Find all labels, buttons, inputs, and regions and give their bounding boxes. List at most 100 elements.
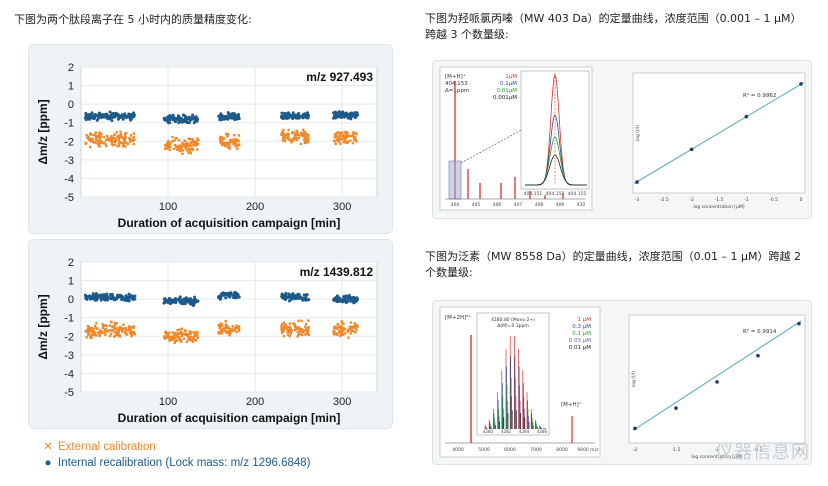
legend-external-label: External calibration	[58, 441, 156, 453]
spectrum-x-tick: 405	[472, 202, 481, 208]
external-point	[287, 325, 290, 329]
external-point	[299, 142, 303, 146]
external-point	[300, 333, 304, 337]
external-point	[282, 321, 285, 324]
external-point	[105, 324, 109, 328]
external-point	[351, 132, 355, 136]
external-point	[332, 332, 335, 335]
internal-point	[130, 294, 134, 298]
external-point	[109, 320, 113, 324]
external-point	[303, 130, 307, 134]
external-point	[194, 339, 198, 342]
calibration-x-tick: -2	[689, 197, 694, 203]
external-point	[218, 326, 221, 330]
internal-point	[121, 295, 125, 299]
external-point	[236, 147, 239, 150]
external-point	[130, 334, 133, 338]
external-point	[297, 327, 301, 330]
internal-point	[224, 114, 228, 118]
external-point	[193, 142, 197, 145]
external-point	[338, 326, 341, 329]
external-point	[295, 134, 298, 137]
internal-point	[288, 113, 292, 117]
internal-point	[188, 117, 192, 121]
external-point	[108, 139, 112, 142]
external-point	[194, 140, 197, 143]
inset-x-tick: 4286	[537, 429, 548, 434]
external-point	[292, 136, 296, 140]
external-point	[180, 340, 183, 343]
internal-point	[193, 118, 197, 122]
external-point	[171, 331, 175, 334]
external-point	[110, 332, 113, 336]
internal-point	[189, 302, 193, 306]
internal-point	[167, 116, 171, 120]
y-tick-label: 1	[68, 276, 74, 288]
external-point	[121, 329, 125, 332]
calibration-x-tick: 0	[800, 197, 803, 203]
external-point	[349, 321, 353, 324]
external-point	[98, 334, 101, 338]
external-point	[120, 330, 124, 333]
internal-point	[116, 117, 120, 121]
external-point	[280, 327, 283, 330]
internal-point	[236, 115, 240, 119]
external-point	[119, 130, 122, 134]
external-point	[341, 329, 345, 332]
external-point	[181, 149, 185, 152]
x-axis-label: Duration of acquisition campaign [min]	[118, 216, 341, 230]
external-point	[347, 336, 350, 339]
external-point	[122, 323, 125, 326]
internal-point	[108, 110, 112, 114]
external-point	[304, 139, 307, 142]
external-point	[342, 137, 345, 141]
external-point	[108, 137, 111, 141]
external-point	[99, 134, 102, 138]
external-point	[123, 134, 127, 138]
external-point	[354, 138, 357, 141]
external-point	[340, 331, 343, 334]
external-point	[90, 326, 94, 330]
cross-marker-icon: ✕	[43, 441, 53, 453]
external-point	[113, 133, 116, 136]
internal-point	[196, 299, 200, 303]
external-point	[113, 331, 116, 334]
internal-point	[297, 114, 301, 118]
internal-point	[84, 118, 88, 122]
external-point	[224, 323, 228, 326]
external-point	[337, 139, 340, 143]
external-point	[184, 142, 187, 146]
external-point	[218, 324, 221, 327]
external-point	[168, 141, 172, 144]
external-point	[132, 135, 135, 139]
external-point	[337, 331, 341, 334]
external-point	[179, 149, 182, 153]
external-point	[110, 138, 114, 141]
external-point	[87, 138, 91, 142]
internal-point	[349, 298, 353, 302]
internal-point	[280, 116, 284, 120]
external-point	[112, 136, 115, 140]
external-point	[193, 334, 196, 337]
legend-external: ✕ External calibration	[42, 439, 310, 453]
external-point	[104, 328, 107, 331]
inset-x-tick: 404.151	[524, 191, 543, 197]
external-point	[340, 320, 343, 323]
legend-internal: ● Internal recalibration (Lock mass: m/z …	[42, 457, 311, 469]
external-point	[113, 139, 117, 142]
external-point	[345, 133, 348, 137]
external-point	[191, 336, 195, 339]
external-point	[175, 334, 178, 338]
y-tick-label: 1	[68, 81, 74, 93]
external-point	[337, 138, 340, 141]
external-point	[115, 131, 118, 134]
internal-point	[88, 117, 92, 121]
external-point	[285, 136, 288, 139]
inset-x-tick: 4280	[483, 429, 494, 434]
external-point	[224, 319, 227, 323]
external-point	[171, 135, 174, 139]
internal-point	[171, 113, 175, 117]
y-tick-label: -2	[64, 136, 74, 148]
internal-point	[131, 112, 135, 116]
external-point	[356, 324, 359, 327]
